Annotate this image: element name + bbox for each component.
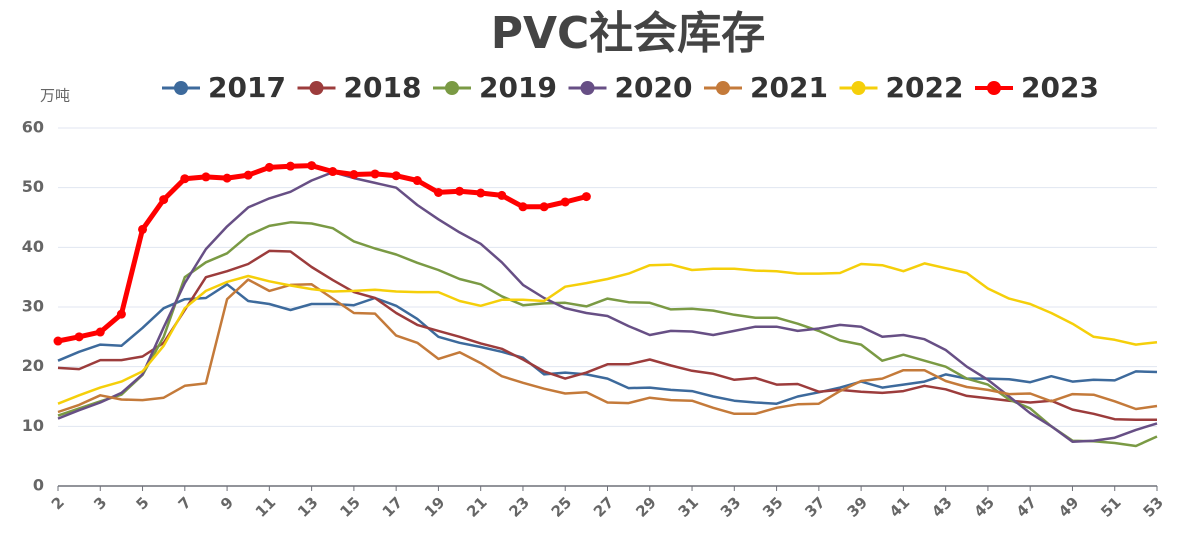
legend-marker xyxy=(987,81,1001,95)
point xyxy=(433,187,443,197)
legend-marker xyxy=(174,81,188,95)
point xyxy=(476,188,486,198)
x-tick-label: 27 xyxy=(590,493,617,520)
x-tick-label: 47 xyxy=(1013,493,1040,520)
x-tick-label: 2 xyxy=(48,493,68,513)
x-tick-label: 19 xyxy=(421,493,448,520)
legend-label: 2023 xyxy=(1021,71,1099,104)
series-line xyxy=(57,278,1158,416)
legend-label: 2022 xyxy=(886,71,964,104)
series-line xyxy=(57,283,1158,405)
point xyxy=(307,161,317,171)
series-line xyxy=(57,170,1158,444)
point xyxy=(116,309,126,319)
x-tick-label: 7 xyxy=(175,493,195,513)
legend-marker xyxy=(580,81,595,95)
y-tick-label: 30 xyxy=(22,297,44,316)
x-tick-label: 15 xyxy=(336,493,363,520)
y-tick-label: 60 xyxy=(22,118,44,137)
y-tick-label: 10 xyxy=(22,416,44,435)
legend-marker xyxy=(716,81,730,95)
x-tick-label: 13 xyxy=(294,493,321,520)
point xyxy=(412,176,422,186)
y-tick-label: 50 xyxy=(22,177,44,196)
point xyxy=(581,192,591,202)
x-tick-label: 45 xyxy=(970,493,997,520)
legend-marker xyxy=(445,81,459,95)
point xyxy=(201,172,211,182)
x-tick-label: 43 xyxy=(928,493,955,520)
x-tick-label: 5 xyxy=(132,493,152,513)
point xyxy=(518,202,528,212)
x-tick-label: 39 xyxy=(844,493,871,520)
legend-label: 2017 xyxy=(208,71,286,104)
point xyxy=(391,171,401,181)
y-axis-label: 万吨 xyxy=(40,87,70,105)
point xyxy=(560,197,570,207)
point xyxy=(95,327,105,337)
series-line xyxy=(57,163,588,344)
point xyxy=(264,162,274,172)
point xyxy=(159,195,169,205)
point xyxy=(74,332,84,342)
x-tick-label: 11 xyxy=(252,493,279,520)
x-tick-label: 53 xyxy=(1140,493,1167,520)
legend-label: 2019 xyxy=(479,71,557,104)
x-tick-label: 51 xyxy=(1097,493,1124,520)
point xyxy=(539,202,549,212)
x-tick-label: 49 xyxy=(1055,493,1082,520)
legend-marker xyxy=(851,81,866,95)
point xyxy=(222,173,232,183)
x-tick-label: 41 xyxy=(886,493,913,520)
x-tick-label: 21 xyxy=(463,493,490,520)
y-tick-label: 40 xyxy=(22,237,44,256)
y-tick-label: 20 xyxy=(22,356,44,375)
point xyxy=(497,190,507,200)
x-tick-label: 25 xyxy=(548,493,575,520)
x-tick-label: 37 xyxy=(801,493,828,520)
x-tick-label: 35 xyxy=(759,493,786,520)
x-tick-label: 3 xyxy=(90,493,110,513)
x-tick-label: 17 xyxy=(379,493,406,520)
point xyxy=(180,174,190,184)
legend-marker xyxy=(309,81,324,95)
point xyxy=(53,336,63,346)
legend-label: 2018 xyxy=(344,71,422,104)
point xyxy=(349,170,359,180)
point xyxy=(328,167,338,177)
legend-label: 2020 xyxy=(615,71,693,104)
x-tick-label: 23 xyxy=(505,493,532,520)
legend-label: 2021 xyxy=(750,71,828,104)
x-tick-label: 29 xyxy=(632,493,659,520)
point xyxy=(285,161,295,171)
x-tick-label: 9 xyxy=(217,493,237,513)
point xyxy=(370,169,380,179)
x-tick-label: 33 xyxy=(717,493,744,520)
point xyxy=(455,186,465,196)
series-line xyxy=(57,221,1158,448)
series-line xyxy=(57,249,1157,422)
series-line xyxy=(57,262,1158,405)
point xyxy=(138,224,148,234)
x-tick-label: 31 xyxy=(675,493,702,520)
y-tick-label: 0 xyxy=(33,476,44,495)
point xyxy=(243,170,253,180)
chart-title: PVC社会库存 xyxy=(491,8,766,59)
